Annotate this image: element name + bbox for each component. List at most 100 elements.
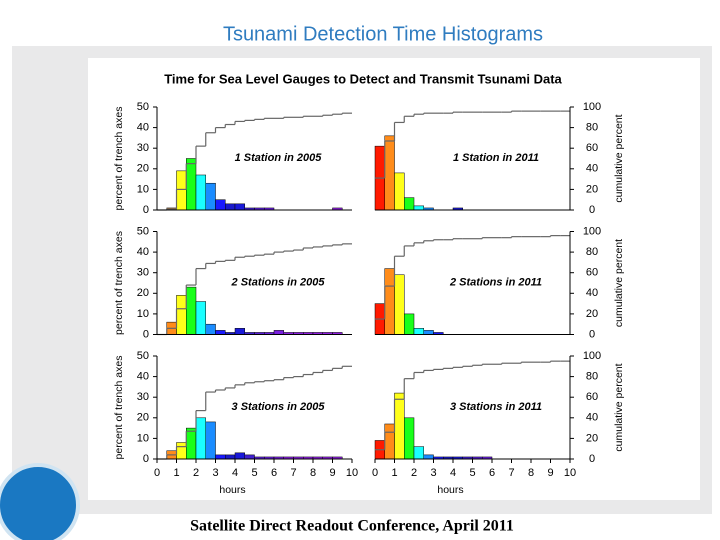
x-tick-label: 7 bbox=[290, 467, 296, 479]
y-tick-label: 10 bbox=[137, 308, 149, 320]
x-tick-label: 8 bbox=[528, 467, 534, 479]
bar bbox=[244, 454, 255, 460]
y-tick-label: 50 bbox=[137, 350, 149, 362]
bar bbox=[413, 205, 424, 211]
bar bbox=[384, 423, 395, 460]
y2-axis-label: cumulative percent bbox=[613, 114, 625, 202]
bar bbox=[404, 197, 415, 211]
x-tick-label: 10 bbox=[564, 467, 576, 479]
y-tick-label: 50 bbox=[137, 101, 149, 113]
x-tick-label: 9 bbox=[329, 467, 335, 479]
bar bbox=[215, 330, 226, 335]
y-tick-label: 50 bbox=[137, 225, 149, 237]
bar bbox=[234, 203, 245, 211]
y-tick-label: 20 bbox=[137, 163, 149, 175]
x-tick-label: 3 bbox=[212, 467, 218, 479]
y2-tick-label: 20 bbox=[586, 308, 598, 320]
bar bbox=[186, 158, 197, 211]
x-tick-label: 7 bbox=[508, 467, 514, 479]
bar bbox=[225, 454, 236, 460]
x-tick-label: 6 bbox=[489, 467, 495, 479]
bar bbox=[404, 417, 415, 460]
x-tick-label: 4 bbox=[450, 467, 456, 479]
figure-title: Time for Sea Level Gauges to Detect and … bbox=[164, 71, 562, 86]
bar bbox=[215, 199, 226, 211]
panel-label: 3 Stations in 2005 bbox=[232, 401, 326, 413]
y2-tick-label: 40 bbox=[586, 412, 598, 424]
x-tick-label: 10 bbox=[346, 467, 358, 479]
y-tick-label: 20 bbox=[137, 287, 149, 299]
x-tick-label: 4 bbox=[232, 467, 238, 479]
x-tick-label: 1 bbox=[391, 467, 397, 479]
bar bbox=[195, 174, 206, 211]
x-tick-label: 1 bbox=[173, 467, 179, 479]
y2-tick-label: 80 bbox=[586, 246, 598, 258]
bar bbox=[176, 170, 187, 211]
y-tick-label: 40 bbox=[137, 246, 149, 258]
y2-axis-label: cumulative percent bbox=[613, 239, 625, 327]
y-tick-label: 0 bbox=[143, 204, 149, 216]
x-axis-label: hours bbox=[219, 484, 245, 496]
y-tick-label: 30 bbox=[137, 391, 149, 403]
y-tick-label: 20 bbox=[137, 412, 149, 424]
bar bbox=[423, 454, 434, 460]
y-tick-label: 30 bbox=[137, 142, 149, 154]
y2-tick-label: 100 bbox=[583, 225, 601, 237]
x-tick-label: 8 bbox=[310, 467, 316, 479]
bar bbox=[215, 454, 226, 460]
y2-tick-label: 20 bbox=[586, 432, 598, 444]
y2-tick-label: 40 bbox=[586, 163, 598, 175]
bar bbox=[205, 421, 216, 460]
bar bbox=[186, 286, 197, 335]
bar bbox=[176, 442, 187, 460]
panel-label: 1 Station in 2011 bbox=[453, 152, 539, 164]
y-tick-label: 0 bbox=[143, 453, 149, 465]
x-tick-label: 9 bbox=[547, 467, 553, 479]
y2-tick-label: 100 bbox=[583, 101, 601, 113]
bar bbox=[394, 172, 405, 211]
bar bbox=[273, 330, 284, 335]
y2-tick-label: 100 bbox=[583, 350, 601, 362]
bar bbox=[394, 274, 405, 335]
y2-tick-label: 0 bbox=[589, 453, 595, 465]
bar bbox=[423, 330, 434, 335]
bar bbox=[413, 328, 424, 335]
logo bbox=[0, 463, 80, 540]
y-tick-label: 30 bbox=[137, 267, 149, 279]
y-tick-label: 40 bbox=[137, 371, 149, 383]
bar bbox=[234, 452, 245, 460]
y-tick-label: 10 bbox=[137, 432, 149, 444]
bar bbox=[186, 427, 197, 460]
x-tick-label: 5 bbox=[251, 467, 257, 479]
panel-label: 3 Stations in 2011 bbox=[450, 401, 542, 413]
x-tick-label: 3 bbox=[430, 467, 436, 479]
bar bbox=[205, 182, 216, 211]
y-tick-label: 40 bbox=[137, 122, 149, 134]
y-axis-label: percent of trench axes bbox=[113, 107, 125, 211]
x-tick-label: 6 bbox=[271, 467, 277, 479]
y2-tick-label: 80 bbox=[586, 371, 598, 383]
y2-tick-label: 40 bbox=[586, 287, 598, 299]
bar bbox=[234, 328, 245, 335]
x-axis-label: hours bbox=[437, 484, 463, 496]
y2-tick-label: 0 bbox=[589, 204, 595, 216]
bar bbox=[195, 417, 206, 460]
bar bbox=[225, 203, 236, 211]
y2-axis-label: cumulative percent bbox=[613, 363, 625, 451]
bar bbox=[195, 301, 206, 335]
panel-label: 2 Stations in 2011 bbox=[449, 276, 542, 288]
y2-tick-label: 0 bbox=[589, 328, 595, 340]
panel-label: 2 Stations in 2005 bbox=[231, 276, 326, 288]
panel-label: 1 Station in 2005 bbox=[235, 152, 323, 164]
y-axis-label: percent of trench axes bbox=[113, 231, 125, 335]
x-tick-label: 2 bbox=[411, 467, 417, 479]
bar bbox=[404, 313, 415, 335]
x-tick-label: 2 bbox=[193, 467, 199, 479]
bar bbox=[176, 295, 187, 335]
y2-tick-label: 60 bbox=[586, 267, 598, 279]
x-tick-label: 0 bbox=[154, 467, 160, 479]
x-tick-label: 5 bbox=[469, 467, 475, 479]
bar bbox=[384, 268, 395, 335]
bar bbox=[205, 323, 216, 335]
